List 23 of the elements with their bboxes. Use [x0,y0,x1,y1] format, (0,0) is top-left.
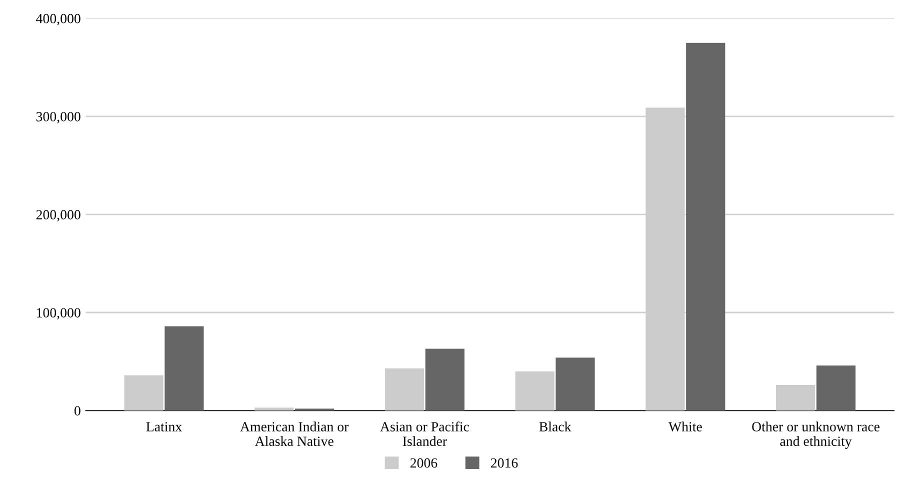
bar [776,385,816,411]
x-tick-label: American Indian or Alaska Native [240,422,349,446]
x-tick-label: Latinx [146,422,182,432]
bar [556,358,595,411]
legend-label: 2006 [410,458,438,468]
y-tick-label: 400,000 [36,14,80,26]
bar [384,368,424,411]
y-tick-label: 0 [74,406,80,416]
x-tick-label: Other or unknown race and ethnicity [752,422,880,449]
y-tick-label: 300,000 [36,112,80,124]
x-tick-label: Black [539,422,572,432]
legend-label: 2016 [491,458,518,468]
x-tick-label: White [668,422,702,432]
bar [816,365,856,411]
bar [686,42,726,411]
bar [124,375,164,411]
bar [254,408,294,411]
bar [515,371,554,411]
y-tick-label: 100,000 [37,308,80,320]
x-tick-label: Asian or Pacific Islander [380,422,470,446]
bar [164,326,204,411]
bar [425,348,464,411]
y-tick-label: 200,000 [36,210,80,222]
